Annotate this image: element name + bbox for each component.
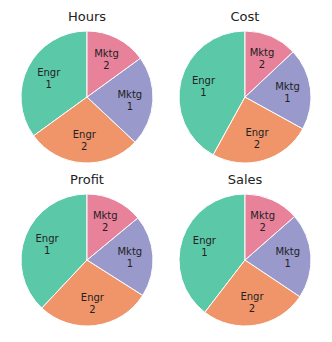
- svg-text:Mktg2: Mktg2: [93, 210, 118, 233]
- html-text:Sales: Sales: [227, 172, 263, 187]
- svg-text:Engr1: Engr1: [36, 233, 60, 256]
- svg-text:Mktg2: Mktg2: [250, 46, 275, 69]
- html-text:Profit: Profit: [70, 172, 104, 187]
- svg-text:Engr2: Engr2: [240, 291, 264, 314]
- svg-text:Engr2: Engr2: [81, 291, 105, 314]
- svg-text:Engr1: Engr1: [193, 235, 217, 258]
- html-text:Cost: Cost: [230, 9, 260, 24]
- svg-text:Engr1: Engr1: [37, 66, 61, 89]
- html-text:Hours: Hours: [68, 9, 106, 24]
- svg-text:Mktg1: Mktg1: [117, 88, 142, 111]
- svg-text:Engr2: Engr2: [73, 128, 97, 151]
- svg-text:Mktg2: Mktg2: [250, 209, 275, 232]
- svg-text:Engr2: Engr2: [245, 127, 269, 150]
- svg-text:Mktg1: Mktg1: [117, 246, 142, 269]
- svg-text:Mktg1: Mktg1: [275, 80, 300, 103]
- svg-text:Engr1: Engr1: [192, 75, 216, 98]
- svg-text:Mktg2: Mktg2: [94, 47, 119, 70]
- svg-text:Mktg1: Mktg1: [275, 246, 300, 269]
